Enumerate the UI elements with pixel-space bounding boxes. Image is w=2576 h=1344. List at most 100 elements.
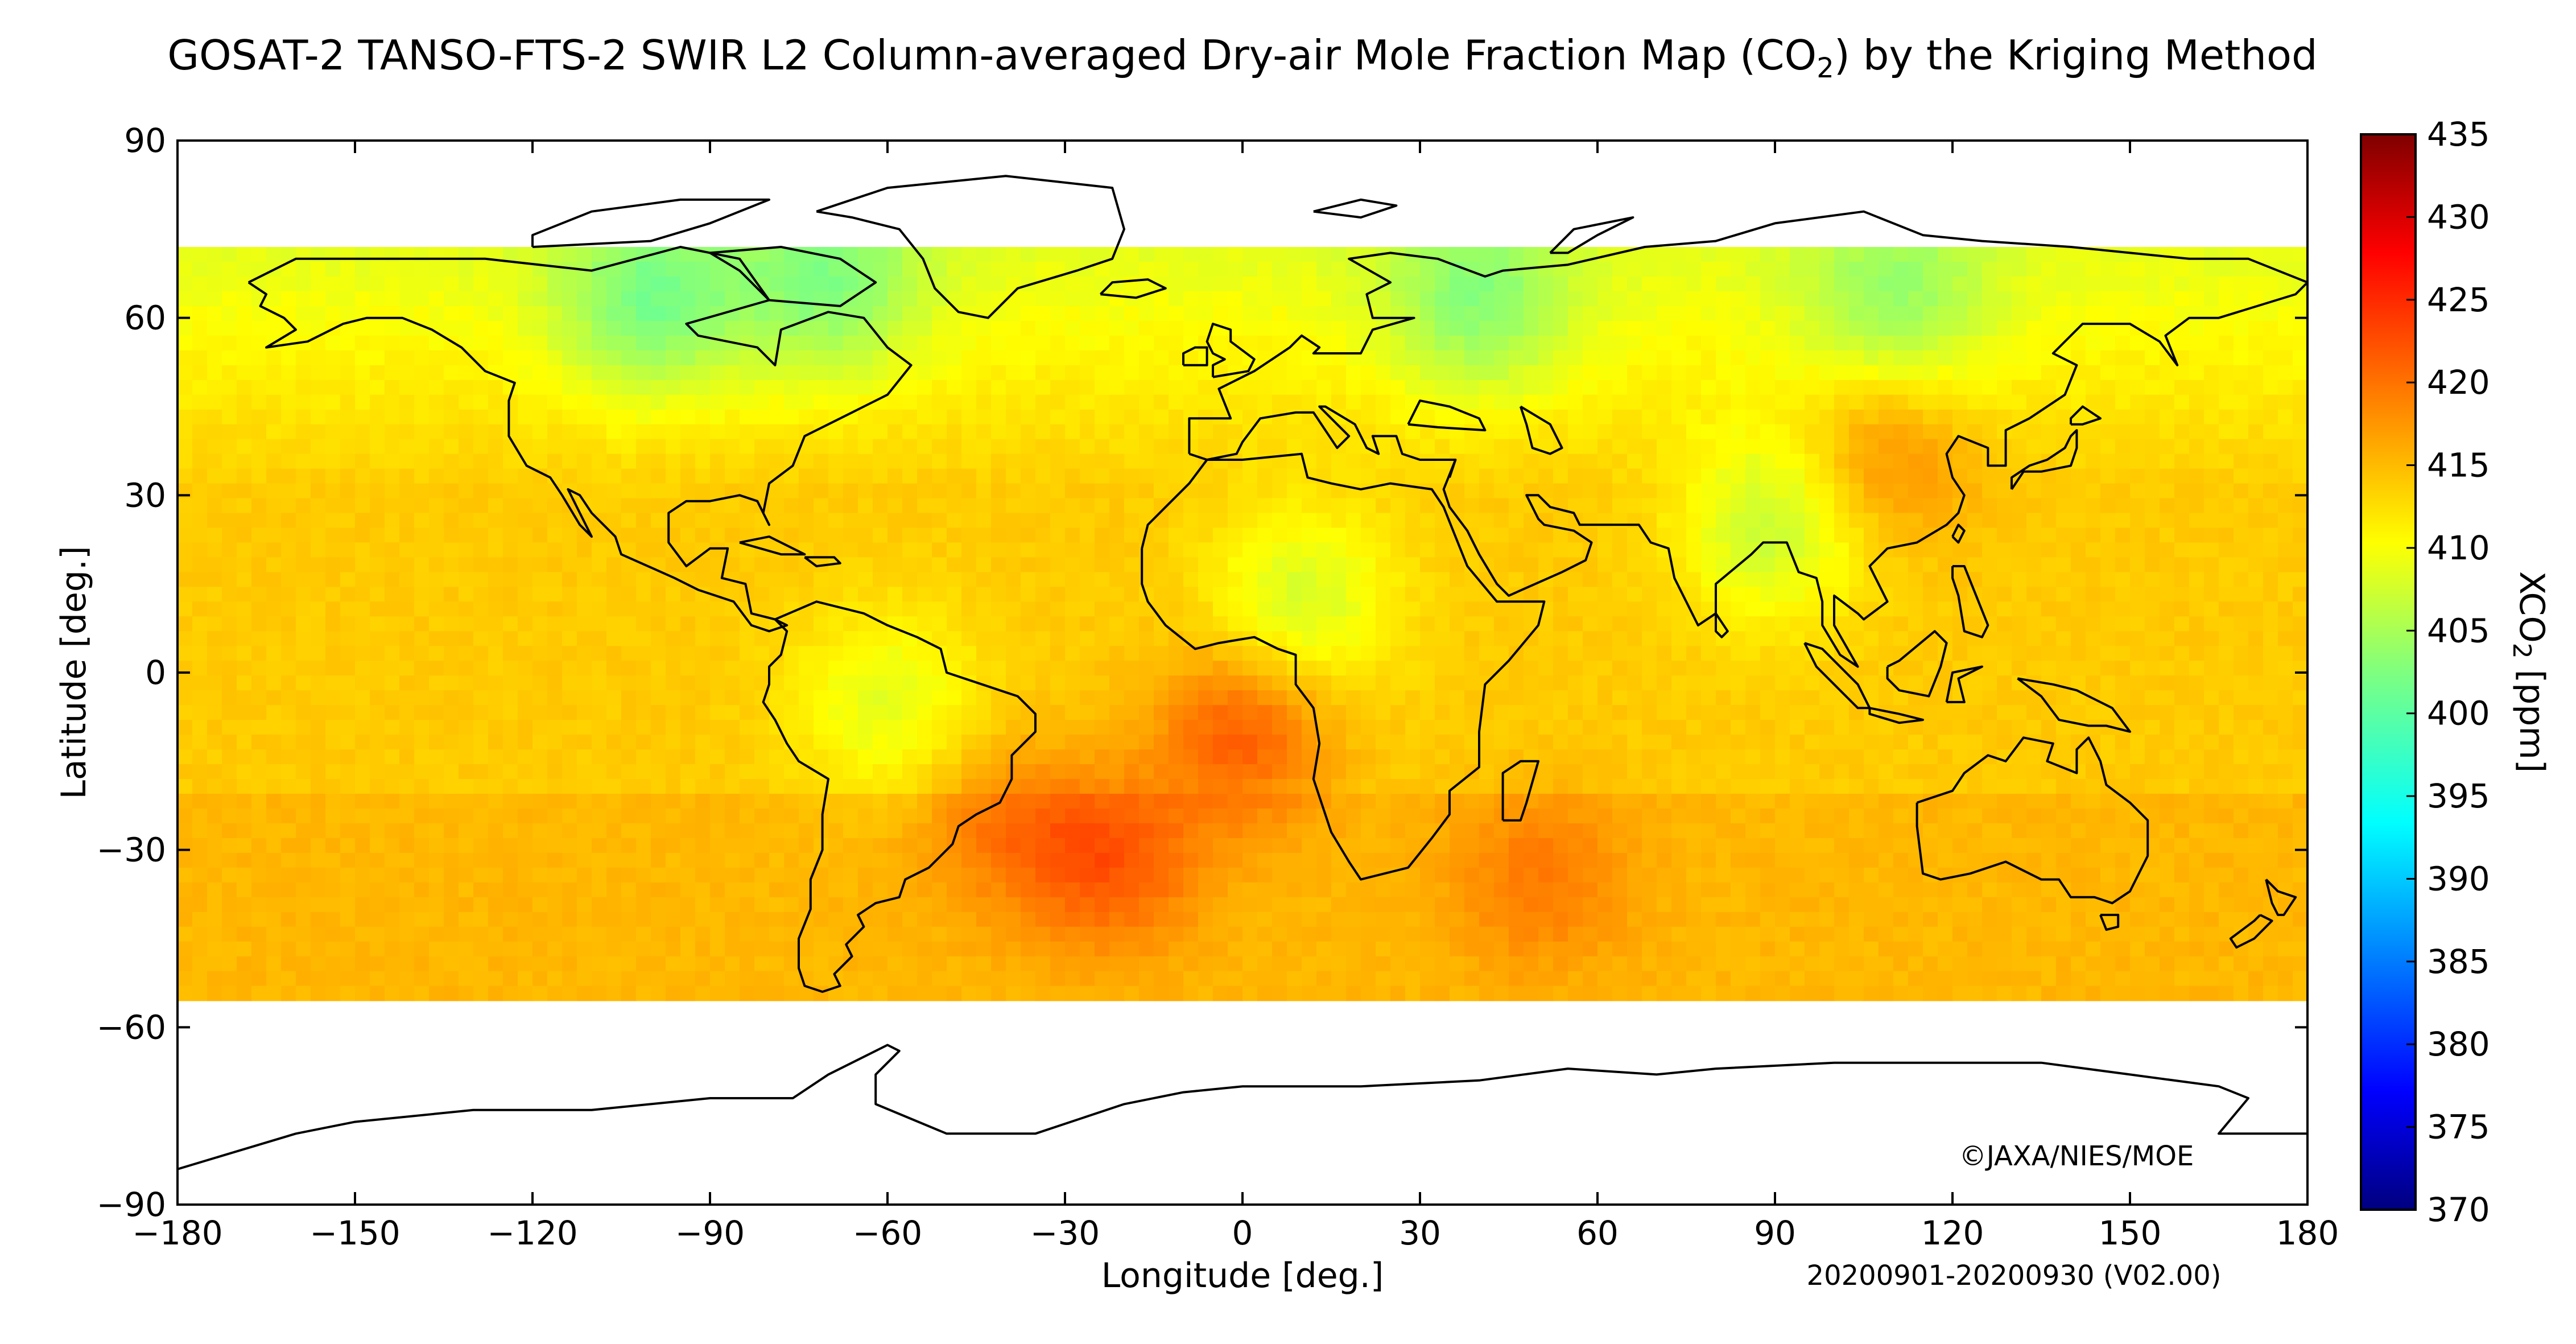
- heatmap-cell: [266, 483, 282, 499]
- heatmap-cell: [2293, 646, 2307, 662]
- heatmap-cell: [399, 749, 415, 765]
- heatmap-cell: [1124, 306, 1140, 321]
- heatmap-cell: [518, 690, 533, 706]
- heatmap-cell: [2130, 557, 2145, 573]
- heatmap-cell: [2189, 601, 2205, 617]
- heatmap-cell: [1760, 527, 1776, 543]
- heatmap-cell: [828, 394, 844, 410]
- heatmap-cell: [1479, 483, 1495, 499]
- heatmap-cell: [1331, 675, 1347, 691]
- heatmap-cell: [843, 572, 858, 588]
- heatmap-cell: [1760, 306, 1776, 321]
- heatmap-cell: [503, 572, 518, 588]
- heatmap-cell: [399, 468, 415, 484]
- heatmap-cell: [1864, 527, 1879, 543]
- heatmap-cell: [917, 557, 932, 573]
- heatmap-cell: [340, 306, 356, 321]
- heatmap-cell: [1464, 276, 1480, 292]
- heatmap-cell: [2086, 720, 2101, 735]
- heatmap-cell: [2056, 542, 2071, 558]
- heatmap-cell: [503, 646, 518, 662]
- heatmap-cell: [1686, 675, 1702, 691]
- heatmap-cell: [1701, 542, 1716, 558]
- heatmap-cell: [399, 483, 415, 499]
- heatmap-cell: [355, 720, 370, 735]
- heatmap-cell: [547, 587, 563, 603]
- heatmap-cell: [2160, 513, 2175, 529]
- heatmap-cell: [2234, 690, 2249, 706]
- heatmap-cell: [518, 675, 533, 691]
- heatmap-cell: [518, 335, 533, 351]
- heatmap-cell: [887, 542, 903, 558]
- heatmap-cell: [1080, 424, 1095, 440]
- heatmap-cell: [2086, 424, 2101, 440]
- heatmap-cell: [902, 527, 918, 543]
- heatmap-cell: [296, 350, 311, 366]
- heatmap-cell: [385, 350, 400, 366]
- heatmap-cell: [991, 350, 1006, 366]
- heatmap-cell: [947, 380, 962, 395]
- heatmap-cell: [207, 468, 222, 484]
- heatmap-cell: [606, 320, 622, 336]
- heatmap-cell: [473, 661, 489, 676]
- heatmap-cell: [636, 661, 651, 676]
- heatmap-cell: [1390, 468, 1406, 484]
- heatmap-cell: [636, 690, 651, 706]
- heatmap-cell: [2174, 690, 2190, 706]
- heatmap-cell: [606, 394, 622, 410]
- heatmap-cell: [459, 306, 474, 321]
- heatmap-cell: [459, 409, 474, 425]
- heatmap-cell: [1893, 690, 1909, 706]
- heatmap-cell: [1524, 720, 1539, 735]
- heatmap-cell: [1213, 661, 1228, 676]
- heatmap-cell: [2293, 394, 2307, 410]
- heatmap-cell: [2278, 616, 2293, 632]
- heatmap-cell: [2056, 631, 2071, 647]
- heatmap-cell: [399, 557, 415, 573]
- heatmap-cell: [991, 690, 1006, 706]
- heatmap-cell: [1435, 276, 1450, 292]
- heatmap-cell: [1997, 350, 2012, 366]
- heatmap-cell: [1494, 291, 1509, 307]
- heatmap-cell: [2056, 735, 2071, 750]
- heatmap-cell: [2189, 454, 2205, 469]
- heatmap-cell: [1006, 262, 1021, 277]
- heatmap-cell: [606, 616, 622, 632]
- heatmap-cell: [2130, 631, 2145, 647]
- heatmap-cell: [1021, 291, 1036, 307]
- heatmap-cell: [370, 365, 385, 381]
- heatmap-cell: [1938, 601, 1953, 617]
- heatmap-cell: [1213, 735, 1228, 750]
- heatmap-cell: [2115, 262, 2131, 277]
- heatmap-cell: [1583, 572, 1598, 588]
- heatmap-cell: [1775, 454, 1790, 469]
- heatmap-cell: [2219, 409, 2234, 425]
- heatmap-cell: [2293, 690, 2307, 706]
- heatmap-cell: [2086, 542, 2101, 558]
- heatmap-cell: [1997, 705, 2012, 720]
- heatmap-cell: [843, 646, 858, 662]
- heatmap-cell: [1893, 335, 1909, 351]
- heatmap-cell: [932, 690, 947, 706]
- heatmap-cell: [621, 690, 637, 706]
- heatmap-cell: [237, 749, 252, 765]
- heatmap-cell: [1376, 720, 1391, 735]
- heatmap-cell: [606, 380, 622, 395]
- heatmap-cell: [2130, 365, 2145, 381]
- heatmap-cell: [2278, 587, 2293, 603]
- heatmap-cell: [444, 291, 459, 307]
- heatmap-cell: [1183, 291, 1199, 307]
- heatmap-cell: [2278, 439, 2293, 455]
- heatmap-cell: [1494, 335, 1509, 351]
- heatmap-cell: [2204, 572, 2219, 588]
- heatmap-cell: [858, 542, 873, 558]
- heatmap-cell: [2278, 350, 2293, 366]
- heatmap-cell: [222, 365, 237, 381]
- heatmap-cell: [2189, 483, 2205, 499]
- heatmap-cell: [1287, 720, 1302, 735]
- heatmap-cell: [621, 749, 637, 765]
- heatmap-cell: [799, 675, 814, 691]
- heatmap-cell: [1671, 320, 1687, 336]
- heatmap-cell: [459, 749, 474, 765]
- heatmap-cell: [902, 720, 918, 735]
